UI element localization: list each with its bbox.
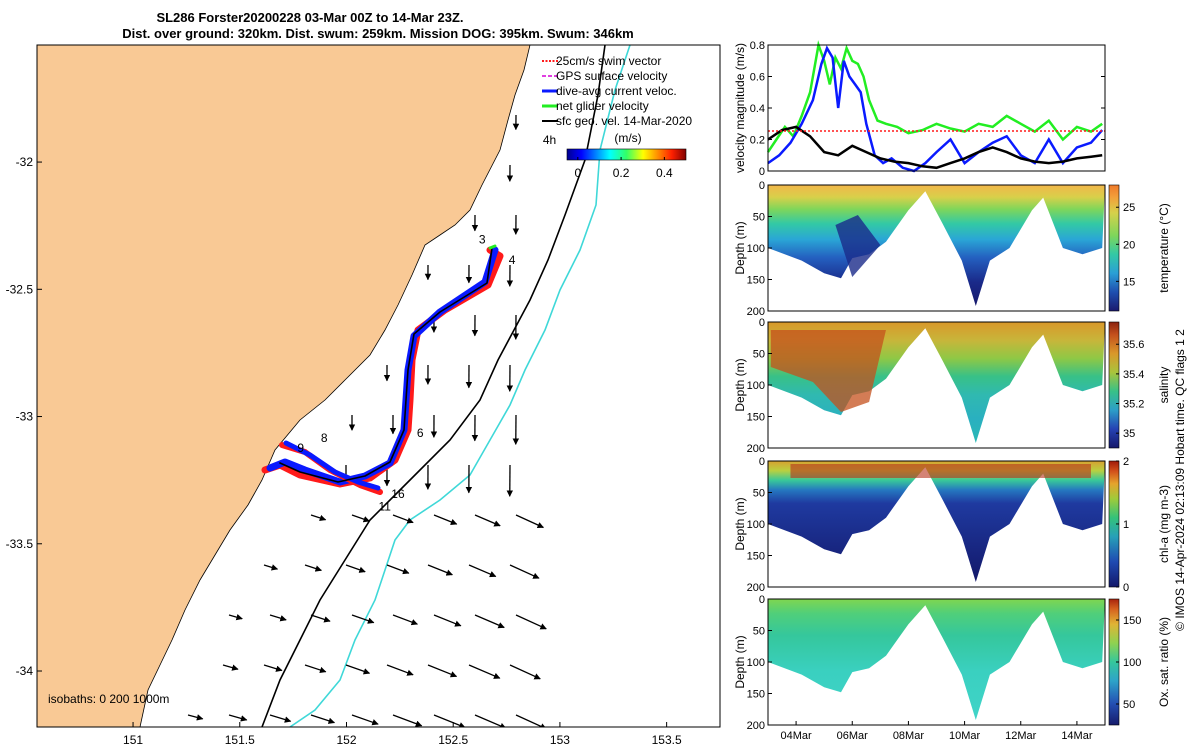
velocity-ylabel: velocity magnitude (m/s) — [733, 43, 747, 173]
section-x-tick-label: 14Mar — [1061, 730, 1093, 742]
colorbar-tick-label: 150 — [1123, 615, 1141, 627]
section-x-tick-label: 08Mar — [893, 730, 925, 742]
velocity-y-tick-label: 0 — [759, 166, 765, 178]
section-y-tick-label: 150 — [747, 275, 765, 287]
track-label: 4h — [543, 133, 556, 147]
section-y-tick-label: 100 — [747, 380, 765, 392]
map-x-tick-label: 152.5 — [438, 733, 468, 747]
colorbar-tick-label: 35 — [1123, 428, 1135, 440]
section-y-tick-label: 100 — [747, 657, 765, 669]
section-ylabel: Depth (m) — [733, 497, 747, 550]
section-ylabel: Depth (m) — [733, 221, 747, 274]
colorbar-tick-label: 25 — [1123, 202, 1135, 214]
map-x-tick-label: 151 — [123, 733, 143, 747]
track-label: 3 — [479, 232, 486, 246]
map-x-tick-label: 153 — [550, 733, 570, 747]
colorbar-tick-label: 1 — [1123, 519, 1129, 531]
map-y-tick-label: -34 — [16, 664, 34, 678]
section-colorbar — [1109, 185, 1119, 311]
colorbar-tick-label: 100 — [1123, 657, 1141, 669]
section-y-tick-label: 50 — [753, 626, 765, 638]
section-field — [768, 185, 1105, 306]
section-y-tick-label: 150 — [747, 689, 765, 701]
map-colorbar-tick-label: 0.4 — [656, 166, 673, 180]
section-colorbar — [1109, 322, 1119, 448]
colorbar-tick-label: 35.4 — [1123, 369, 1144, 381]
track-label: 16 — [391, 487, 405, 501]
track-label: 9 — [297, 441, 304, 455]
section-y-tick-label: 100 — [747, 519, 765, 531]
section-y-tick-label: 200 — [747, 582, 765, 594]
track-label: 6 — [417, 426, 424, 440]
section-field — [768, 461, 1105, 582]
section-y-tick-label: 0 — [759, 456, 765, 468]
section-y-tick-label: 50 — [753, 488, 765, 500]
legend-label-dive: dive-avg current veloc. — [556, 84, 677, 98]
track-label: 8 — [321, 431, 328, 445]
section-y-tick-label: 100 — [747, 243, 765, 255]
velocity-y-tick-label: 0.6 — [750, 72, 765, 84]
chla-maximum-band — [790, 464, 1090, 478]
section-x-tick-label: 04Mar — [780, 730, 812, 742]
colorbar-unit: (m/s) — [614, 131, 641, 145]
section-field — [768, 599, 1105, 720]
colorbar-label: temperature (°C) — [1157, 203, 1171, 293]
section-y-tick-label: 0 — [759, 317, 765, 329]
track-label: 4 — [509, 253, 516, 267]
legend-label-geo: sfc geo. vel. 14-Mar-2020 — [556, 114, 692, 128]
map-y-tick-label: -33.5 — [6, 537, 34, 551]
section-x-tick-label: 10Mar — [949, 730, 981, 742]
section-y-tick-label: 0 — [759, 594, 765, 606]
map-x-tick-label: 153.5 — [652, 733, 682, 747]
velocity-y-tick-label: 0.4 — [750, 103, 765, 115]
map-y-tick-label: -33 — [16, 410, 34, 424]
section-y-tick-label: 150 — [747, 412, 765, 424]
map-x-tick-label: 151.5 — [225, 733, 255, 747]
credit-text: © IMOS 14-Apr-2024 02:13:09 Hobart time.… — [1173, 329, 1187, 631]
map-y-tick-label: -32.5 — [6, 282, 34, 296]
colorbar-tick-label: 35.6 — [1123, 339, 1144, 351]
map-y-tick-label: -32 — [16, 155, 34, 169]
section-y-tick-label: 0 — [759, 180, 765, 192]
section-y-tick-label: 50 — [753, 349, 765, 361]
map-x-tick-label: 152 — [336, 733, 356, 747]
section-ylabel: Depth (m) — [733, 358, 747, 411]
velocity-y-tick-label: 0.2 — [750, 135, 765, 147]
legend-label-swim: 25cm/s swim vector — [556, 54, 661, 68]
salinity-section: 0 50 100 150 200 Depth (m) 35.6 35.4 35.2 35 salin… — [733, 317, 1171, 455]
colorbar-tick-label: 0 — [1123, 582, 1129, 594]
isobath-label: isobaths: 0 200 1000m — [48, 692, 169, 706]
velocity-panel: 0 0.2 0.4 0.6 0.8 velocity magnitude (m/s) — [733, 40, 1105, 178]
section-ylabel: Depth (m) — [733, 635, 747, 688]
track-label: 11 — [379, 500, 392, 514]
section-y-tick-label: 50 — [753, 212, 765, 224]
colorbar-tick-label: 50 — [1123, 699, 1135, 711]
colorbar-tick-label: 15 — [1123, 276, 1135, 288]
legend-label-gps: GPS surface velocity — [556, 69, 667, 83]
section-y-tick-label: 200 — [747, 443, 765, 455]
colorbar-label: chl-a (mg m-3) — [1157, 485, 1171, 563]
section-y-tick-label: 150 — [747, 551, 765, 563]
colorbar-tick-label: 20 — [1123, 239, 1135, 251]
section-y-tick-label: 200 — [747, 720, 765, 732]
velocity-y-tick-label: 0.8 — [750, 40, 765, 52]
title-line-1: SL286 Forster20200228 03-Mar 00Z to 14-M… — [156, 10, 463, 25]
colorbar-label: Ox. sat. ratio (%) — [1157, 617, 1171, 707]
map-colorbar-tick-label: 0.2 — [613, 166, 630, 180]
colorbar-tick-label: 2 — [1123, 456, 1129, 468]
colorbar-label: salinity — [1157, 367, 1171, 404]
colorbar-tick-label: 35.2 — [1123, 399, 1144, 411]
legend-label-net: net glider velocity — [556, 99, 649, 113]
chla-section: 0 50 100 150 200 Depth (m) 2 1 0 chl-a (mg m-3) — [733, 456, 1171, 594]
section-x-tick-label: 12Mar — [1005, 730, 1037, 742]
section-x-tick-label: 06Mar — [837, 730, 869, 742]
title-line-2: Dist. over ground: 320km. Dist. swum: 25… — [122, 26, 634, 41]
map-colorbar — [567, 149, 686, 160]
map-colorbar-tick-label: 0 — [574, 166, 581, 180]
